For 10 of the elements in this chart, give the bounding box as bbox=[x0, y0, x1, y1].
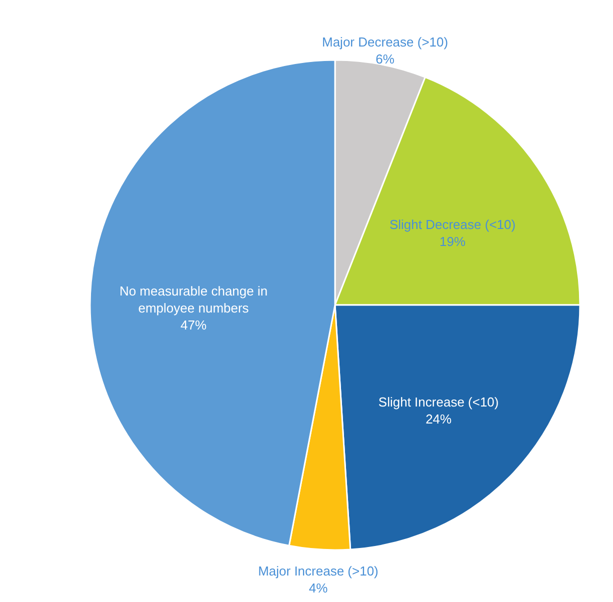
slice-label: Slight Increase (<10) bbox=[378, 394, 499, 410]
data-label: 24% bbox=[426, 411, 452, 426]
data-label: 47% bbox=[180, 318, 207, 333]
slice-label: No measurable change in employee numbers bbox=[119, 284, 268, 316]
slice-label: Major Increase (>10) bbox=[258, 563, 378, 578]
data-label: 4% bbox=[308, 580, 328, 596]
data-label: 19% bbox=[440, 234, 466, 250]
data-label: 6% bbox=[376, 52, 395, 67]
slice-label: Slight Decrease (<10) bbox=[389, 217, 516, 232]
slice-label: Major Decrease (>10) bbox=[322, 34, 448, 50]
